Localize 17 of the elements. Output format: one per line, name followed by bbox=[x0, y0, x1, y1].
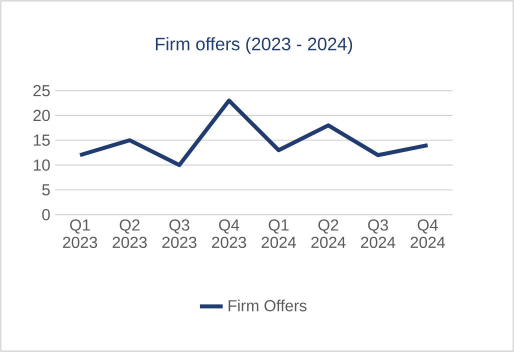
y-tick-label: 15 bbox=[34, 134, 50, 146]
x-tick-label: Q4 2023 bbox=[212, 219, 246, 248]
x-tick-label: Q4 2024 bbox=[410, 219, 445, 248]
x-tick-label: Q1 2024 bbox=[262, 219, 296, 248]
x-tick-label: Q2 2024 bbox=[311, 219, 346, 248]
y-tick-label: 25 bbox=[33, 85, 50, 96]
y-tick-label: 0 bbox=[42, 208, 50, 220]
legend-label: Firm Offers bbox=[228, 300, 306, 312]
x-tick-label: Q3 2023 bbox=[162, 219, 196, 248]
x-tick-label: Q2 2023 bbox=[112, 219, 147, 248]
y-tick-label: 10 bbox=[34, 159, 50, 171]
line-series bbox=[78, 98, 430, 168]
y-tick-label: 5 bbox=[42, 184, 50, 196]
x-tick-label: Q1 2023 bbox=[63, 219, 98, 248]
chart-title: Firm offers (2023 - 2024) bbox=[156, 37, 352, 54]
x-tick-label: Q3 2024 bbox=[360, 219, 396, 248]
y-tick-label: 20 bbox=[33, 110, 50, 122]
